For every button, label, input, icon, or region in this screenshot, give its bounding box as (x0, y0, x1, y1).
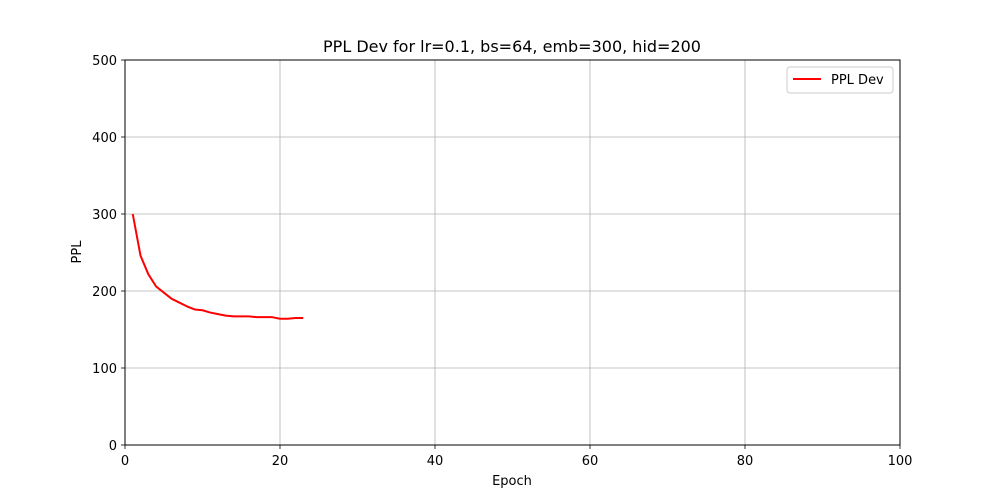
legend: PPL Dev (786, 66, 894, 94)
y-axis-label: PPL (70, 240, 85, 264)
x-axis-label: Epoch (492, 474, 532, 489)
x-tick-label: 100 (888, 454, 913, 469)
y-tick-label: 400 (92, 131, 117, 146)
x-tick-label: 20 (272, 454, 289, 469)
x-tick-label: 0 (121, 454, 129, 469)
y-tick-label: 100 (92, 362, 117, 377)
y-tick-label: 0 (109, 439, 117, 454)
plot-frame (124, 59, 901, 446)
series-layer (131, 213, 304, 320)
series-line-ppl-dev (131, 213, 304, 320)
x-tick-label: 40 (427, 454, 444, 469)
y-tick-label: 200 (92, 285, 117, 300)
x-tick-label: 60 (582, 454, 599, 469)
chart-title: PPL Dev for lr=0.1, bs=64, emb=300, hid=… (323, 37, 701, 56)
x-tick-label: 80 (737, 454, 754, 469)
y-axis: 0 100 200 300 400 500 (92, 54, 125, 454)
y-tick-label: 500 (92, 54, 117, 69)
y-tick-label: 300 (92, 208, 117, 223)
legend-box (786, 66, 894, 94)
x-axis: 0 20 40 60 80 100 (121, 445, 913, 469)
legend-label: PPL Dev (831, 73, 884, 88)
